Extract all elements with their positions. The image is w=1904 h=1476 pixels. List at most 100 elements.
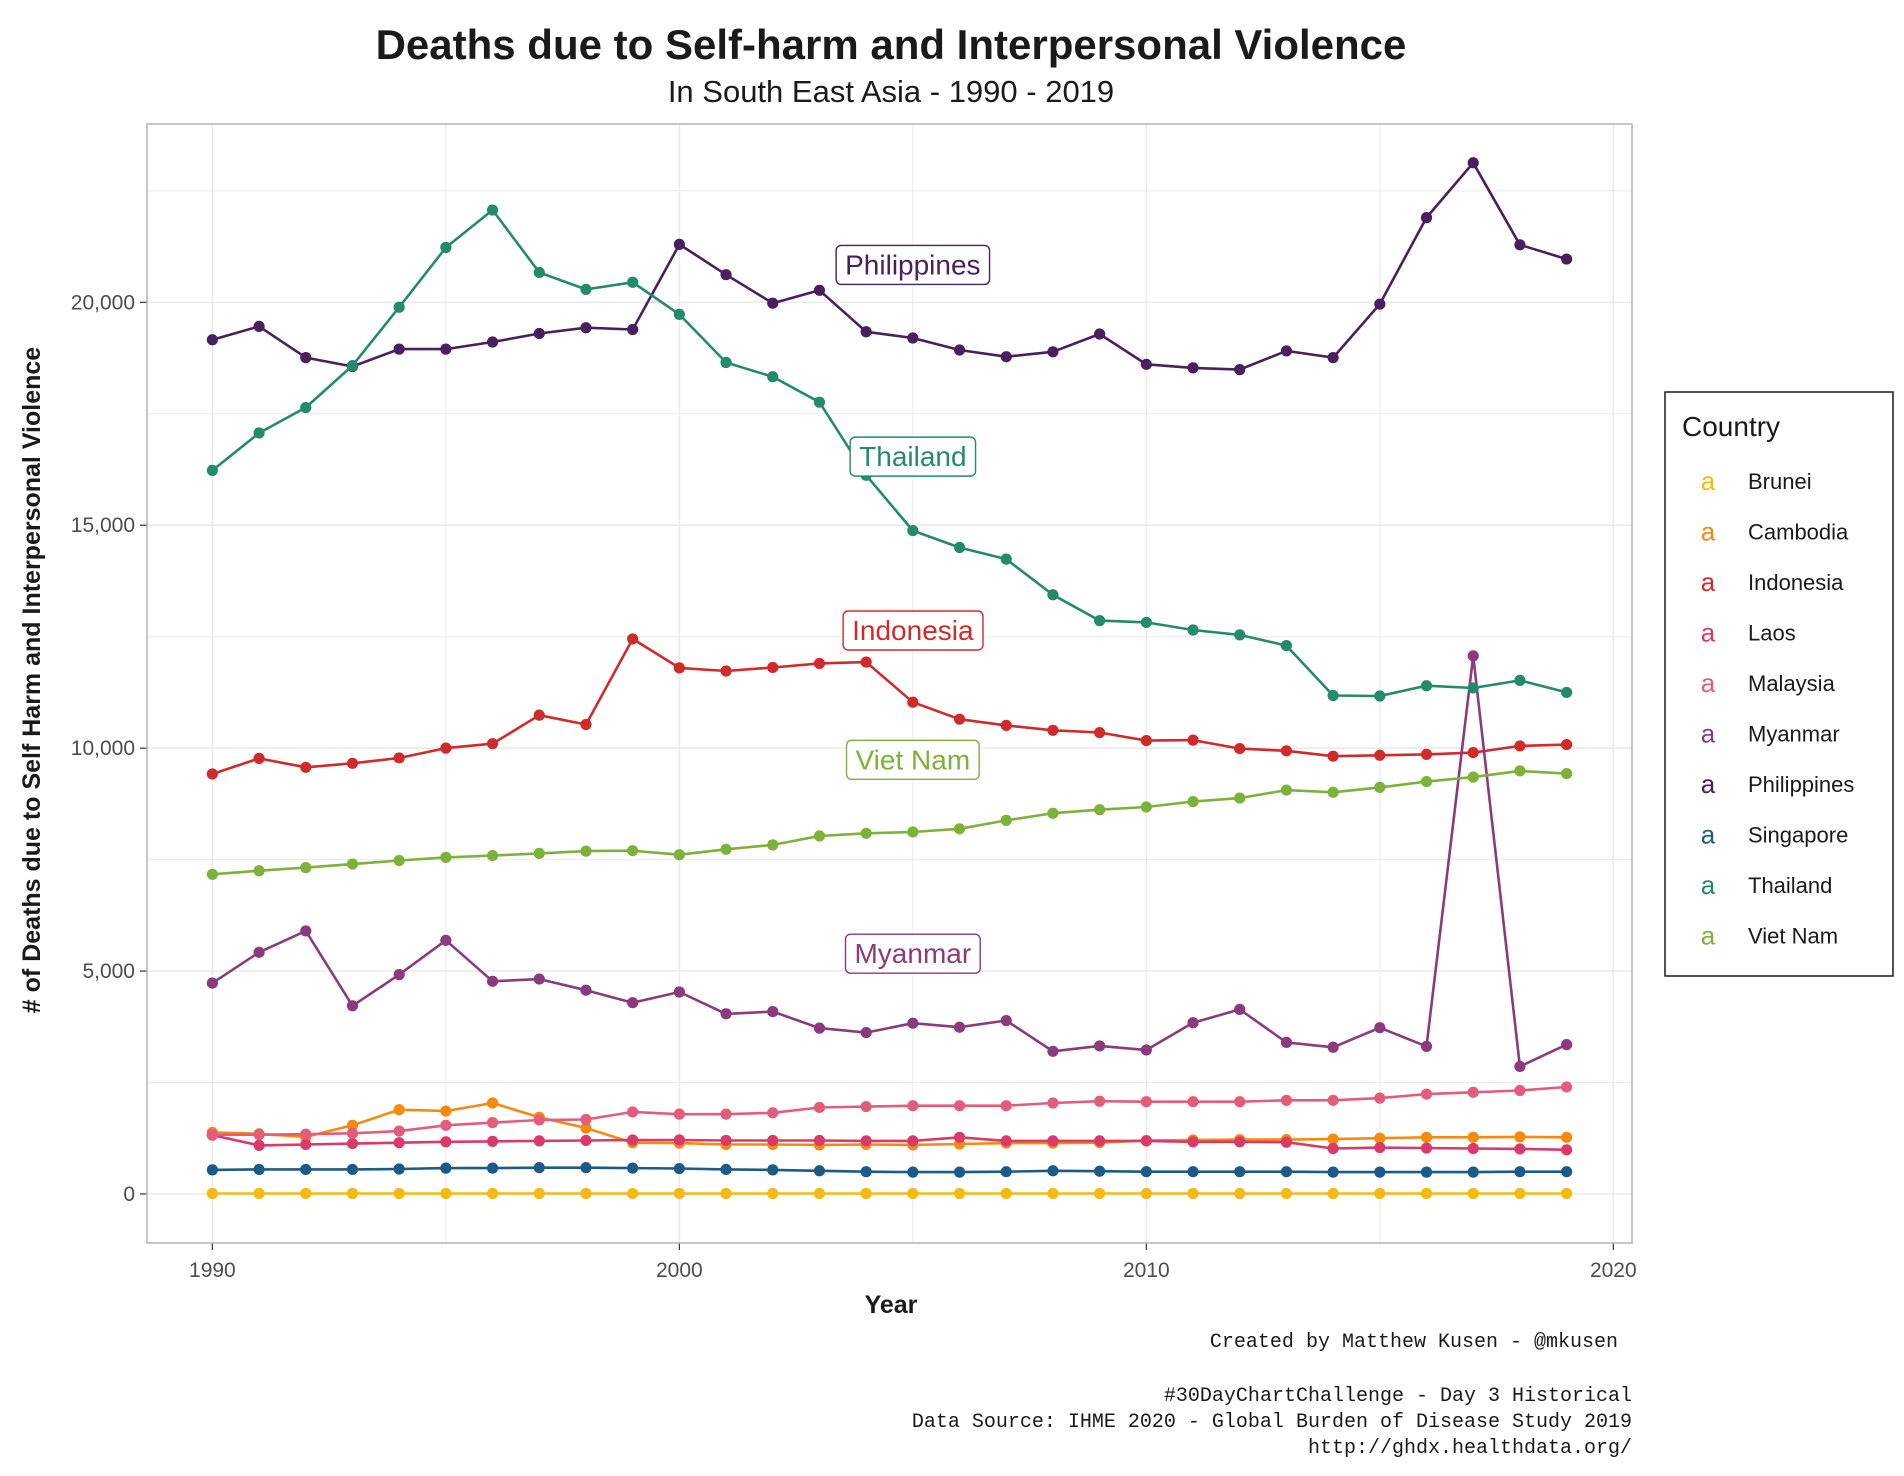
y-tick-label: 0 bbox=[123, 1183, 135, 1206]
data-point-malaysia bbox=[673, 1108, 685, 1120]
data-point-viet-nam bbox=[1280, 784, 1293, 796]
data-point-thailand bbox=[627, 276, 639, 288]
annotation-label: Indonesia bbox=[852, 615, 974, 646]
legend-item-singapore: a Singapore bbox=[1701, 820, 1849, 850]
data-point-indonesia bbox=[1280, 745, 1293, 757]
data-point-myanmar bbox=[1420, 1040, 1433, 1052]
data-point-viet-nam bbox=[1187, 796, 1199, 808]
series-line-indonesia bbox=[211, 637, 1567, 776]
data-point-viet-nam bbox=[1000, 814, 1012, 826]
data-point-singapore bbox=[907, 1166, 919, 1178]
data-point-singapore bbox=[393, 1163, 405, 1175]
data-point-viet-nam bbox=[907, 826, 919, 838]
annotation-box bbox=[849, 436, 977, 477]
data-point-malaysia bbox=[300, 1128, 312, 1140]
data-point-brunei bbox=[1561, 1187, 1573, 1200]
data-point-thailand bbox=[1420, 680, 1433, 692]
data-point-myanmar bbox=[1514, 1060, 1526, 1073]
legend-item-laos: a Laos bbox=[1701, 618, 1796, 648]
data-point-myanmar bbox=[627, 997, 639, 1009]
data-point-viet-nam bbox=[860, 827, 872, 839]
data-point-cambodia bbox=[1467, 1131, 1479, 1143]
legend-label: Thailand bbox=[1748, 873, 1832, 898]
data-point-brunei bbox=[1187, 1187, 1199, 1200]
annotation-label: Thailand bbox=[859, 441, 966, 472]
data-point-laos bbox=[1187, 1136, 1199, 1148]
data-point-brunei bbox=[1514, 1187, 1526, 1200]
data-point-myanmar bbox=[440, 934, 452, 946]
legend-box bbox=[1664, 391, 1894, 977]
data-point-malaysia bbox=[486, 1117, 499, 1129]
data-point-singapore bbox=[440, 1162, 452, 1174]
annotation-box bbox=[835, 244, 991, 286]
data-point-philippines bbox=[533, 327, 545, 340]
data-point-brunei bbox=[907, 1187, 919, 1200]
legend-item-viet-nam: a Viet Nam bbox=[1701, 921, 1838, 951]
data-point-viet-nam bbox=[393, 854, 405, 867]
data-point-laos bbox=[953, 1131, 966, 1143]
data-point-philippines bbox=[1094, 328, 1106, 340]
data-point-laos bbox=[1140, 1135, 1152, 1147]
data-point-philippines bbox=[1140, 358, 1152, 370]
data-point-philippines bbox=[1327, 352, 1339, 364]
data-point-viet-nam bbox=[673, 849, 685, 861]
data-point-brunei bbox=[767, 1187, 779, 1200]
data-point-philippines bbox=[627, 323, 639, 336]
data-point-myanmar bbox=[580, 984, 592, 996]
data-point-brunei bbox=[1047, 1187, 1059, 1200]
data-point-viet-nam bbox=[953, 823, 966, 835]
data-point-philippines bbox=[1047, 346, 1059, 358]
data-point-philippines bbox=[1234, 364, 1246, 376]
data-point-laos bbox=[860, 1135, 872, 1147]
legend-item-cambodia: a Cambodia bbox=[1701, 517, 1849, 547]
data-point-malaysia bbox=[533, 1114, 545, 1126]
data-point-myanmar bbox=[1047, 1045, 1059, 1057]
data-point-thailand bbox=[300, 401, 312, 414]
data-point-viet-nam bbox=[533, 847, 545, 859]
data-point-indonesia bbox=[953, 713, 966, 725]
data-point-malaysia bbox=[860, 1100, 872, 1113]
data-point-myanmar bbox=[1000, 1014, 1012, 1027]
data-point-indonesia bbox=[1234, 742, 1246, 755]
annotation-thailand: Thailand bbox=[849, 436, 977, 477]
data-point-malaysia bbox=[1514, 1084, 1526, 1097]
data-point-thailand bbox=[767, 371, 779, 383]
caption-line-3: http://ghdx.healthdata.org/ bbox=[1308, 1437, 1632, 1460]
data-point-laos bbox=[1094, 1135, 1106, 1147]
data-point-thailand bbox=[393, 301, 405, 313]
data-point-myanmar bbox=[393, 969, 405, 981]
data-point-viet-nam bbox=[486, 849, 499, 862]
data-point-viet-nam bbox=[1234, 792, 1246, 804]
data-point-cambodia bbox=[1561, 1131, 1573, 1143]
data-point-brunei bbox=[1234, 1187, 1246, 1200]
data-point-laos bbox=[440, 1136, 452, 1148]
data-point-brunei bbox=[1374, 1187, 1386, 1200]
data-point-viet-nam bbox=[206, 868, 218, 880]
series-viet-nam bbox=[206, 765, 1573, 880]
data-point-indonesia bbox=[1514, 740, 1526, 752]
series-malaysia bbox=[206, 1081, 1573, 1141]
annotation-label: Myanmar bbox=[854, 938, 971, 969]
chart-title: Deaths due to Self-harm and Interpersona… bbox=[376, 21, 1407, 68]
data-point-singapore bbox=[346, 1163, 359, 1176]
data-point-indonesia bbox=[486, 738, 499, 750]
legend-items: a Brunei a Cambodia a Indonesia a Laos a Malaysia… bbox=[1701, 466, 1855, 951]
data-point-singapore bbox=[206, 1164, 218, 1176]
data-point-myanmar bbox=[1187, 1017, 1199, 1029]
data-point-malaysia bbox=[1467, 1086, 1479, 1098]
data-point-philippines bbox=[1280, 345, 1293, 357]
data-point-philippines bbox=[580, 322, 592, 334]
data-point-viet-nam bbox=[440, 851, 452, 863]
data-point-myanmar bbox=[1094, 1040, 1106, 1052]
data-point-laos bbox=[1420, 1142, 1433, 1154]
data-point-singapore bbox=[720, 1163, 732, 1176]
data-point-brunei bbox=[393, 1187, 405, 1200]
data-point-viet-nam bbox=[813, 830, 826, 842]
data-point-singapore bbox=[1467, 1166, 1479, 1178]
data-point-cambodia bbox=[440, 1105, 452, 1117]
x-axis-title: Year bbox=[865, 1291, 918, 1319]
data-point-singapore bbox=[1000, 1166, 1012, 1178]
data-point-myanmar bbox=[1280, 1036, 1293, 1048]
data-point-malaysia bbox=[953, 1100, 966, 1112]
y-axis-title: # of Deaths due to Self Harm and Interpe… bbox=[18, 347, 46, 1013]
